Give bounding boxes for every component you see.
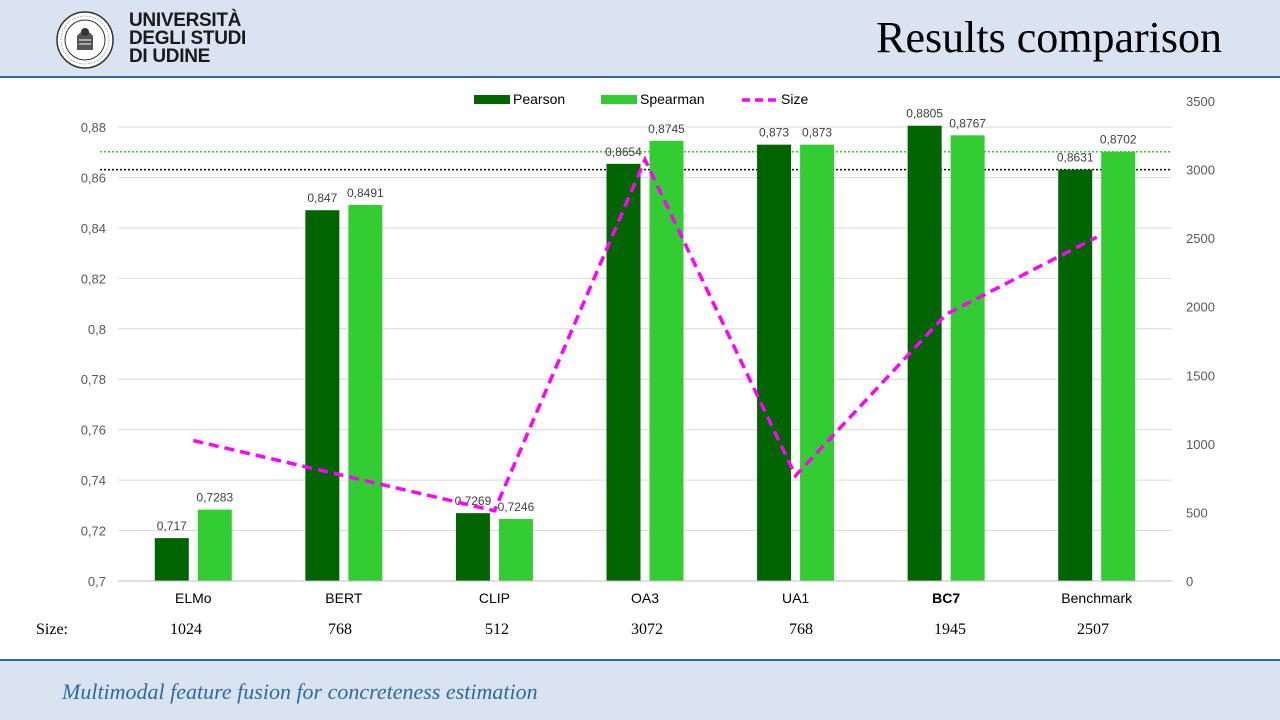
- y2-tick-label: 2000: [1186, 300, 1215, 315]
- size-value: 3072: [631, 621, 663, 638]
- pearson-data-label: 0,8631: [1057, 151, 1094, 165]
- spearman-data-label: 0,7283: [196, 491, 233, 505]
- y2-tick-label: 1000: [1186, 437, 1215, 452]
- y-tick-label: 0,88: [81, 120, 106, 135]
- university-name: UNIVERSITÀ DEGLI STUDI DI UDINE: [129, 10, 247, 67]
- spearman-data-label: 0,873: [802, 126, 832, 140]
- spearman-data-label: 0,8767: [949, 116, 986, 130]
- pearson-bar: [907, 125, 942, 581]
- spearman-data-label: 0,7246: [498, 500, 535, 514]
- footer-text: Multimodal feature fusion for concretene…: [62, 679, 538, 704]
- size-row-label: Size:: [36, 621, 68, 638]
- y-tick-label: 0,78: [81, 372, 106, 387]
- spearman-bar: [649, 140, 684, 581]
- x-tick-label: BERT: [325, 590, 363, 606]
- x-tick-label: BC7: [932, 590, 960, 606]
- y2-tick-label: 1500: [1186, 368, 1215, 383]
- slide-header: UNIVERSITÀ DEGLI STUDI DI UDINE Results …: [0, 0, 1280, 78]
- size-value: 512: [485, 621, 509, 638]
- slide-title: Results comparison: [876, 13, 1222, 62]
- y2-tick-label: 0: [1186, 574, 1193, 589]
- pearson-bar: [606, 163, 641, 581]
- spearman-data-label: 0,8491: [347, 186, 384, 200]
- y-tick-label: 0,86: [81, 170, 106, 185]
- pearson-data-label: 0,717: [157, 519, 187, 533]
- size-row: Size: 1024 768 512 3072 768 1945 2507: [0, 621, 1280, 643]
- legend-spearman-label: Spearman: [640, 91, 705, 107]
- results-chart: 0,70,720,740,760,780,80,820,840,860,8805…: [81, 91, 1215, 606]
- legend-spearman-swatch: [601, 95, 637, 104]
- x-tick-label: OA3: [631, 590, 659, 606]
- university-logo: UNIVERSITÀ DEGLI STUDI DI UDINE: [55, 10, 275, 70]
- spearman-bar: [1101, 151, 1136, 581]
- spearman-bar: [348, 204, 383, 581]
- size-value: 768: [789, 621, 813, 638]
- pearson-data-label: 0,847: [307, 191, 337, 205]
- pearson-bar: [305, 210, 340, 581]
- legend-size-label: Size: [781, 91, 808, 107]
- university-seal-icon: [56, 11, 114, 69]
- size-value: 2507: [1077, 621, 1109, 638]
- y-tick-label: 0,76: [81, 423, 106, 438]
- y-tick-label: 0,72: [81, 524, 106, 539]
- y-tick-label: 0,74: [81, 473, 106, 488]
- spearman-data-label: 0,8702: [1100, 133, 1137, 147]
- spearman-bar: [950, 135, 985, 581]
- y2-tick-label: 2500: [1186, 231, 1215, 246]
- y-tick-label: 0,8: [88, 322, 106, 337]
- spearman-bar: [197, 509, 232, 581]
- pearson-bar: [455, 513, 490, 581]
- slide-footer: Multimodal feature fusion for concretene…: [0, 659, 1280, 720]
- size-series-line: [192, 155, 1098, 513]
- y-tick-label: 0,7: [88, 574, 106, 589]
- y-tick-label: 0,82: [81, 271, 106, 286]
- x-tick-label: ELMo: [175, 590, 212, 606]
- logo-line-3: DI UDINE: [129, 46, 210, 67]
- y2-tick-label: 3000: [1186, 163, 1215, 178]
- pearson-data-label: 0,873: [759, 126, 789, 140]
- size-value: 1945: [934, 621, 966, 638]
- legend-pearson-label: Pearson: [513, 91, 565, 107]
- x-tick-label: CLIP: [479, 590, 510, 606]
- logo-line-1: UNIVERSITÀ: [129, 10, 242, 31]
- spearman-bar: [498, 518, 533, 581]
- logo-line-2: DEGLI STUDI: [129, 28, 247, 49]
- pearson-data-label: 0,8654: [605, 145, 642, 159]
- spearman-data-label: 0,8745: [648, 122, 685, 136]
- legend-pearson-swatch: [474, 95, 510, 104]
- size-value: 768: [328, 621, 352, 638]
- pearson-bar: [1058, 169, 1093, 581]
- y2-tick-label: 3500: [1186, 94, 1215, 109]
- spearman-bar: [800, 144, 835, 581]
- pearson-data-label: 0,8805: [906, 107, 943, 121]
- pearson-bar: [154, 538, 189, 581]
- y2-tick-label: 500: [1186, 505, 1208, 520]
- x-tick-label: Benchmark: [1061, 590, 1133, 606]
- pearson-bar: [757, 144, 792, 581]
- y-tick-label: 0,84: [81, 221, 106, 236]
- x-tick-label: UA1: [782, 590, 809, 606]
- size-value: 1024: [170, 621, 202, 638]
